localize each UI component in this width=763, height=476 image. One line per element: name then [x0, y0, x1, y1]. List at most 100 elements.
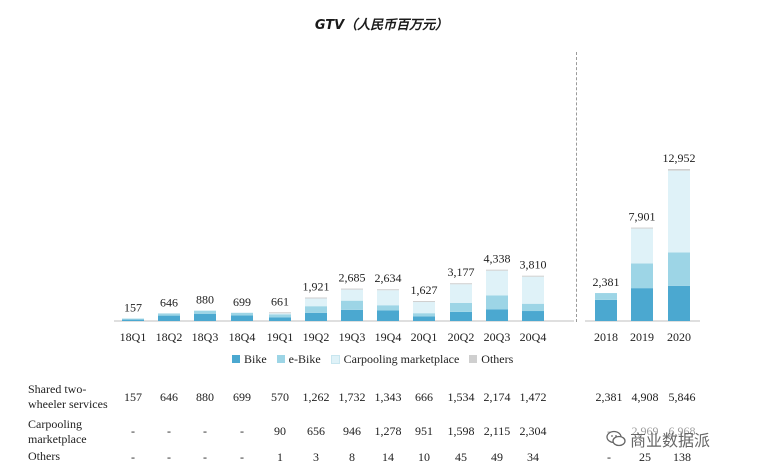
legend-label-ebike: e-Bike — [288, 351, 321, 366]
total-label-19q4: 2,634 — [375, 271, 402, 285]
bar-e-bike-2020 — [668, 252, 690, 286]
legend: Bike e-Bike Carpooling marketplace Other… — [232, 351, 523, 367]
category-label-2018: 2018 — [594, 330, 618, 344]
legend-label-others: Others — [481, 351, 514, 366]
table-cell-r0-2018: 2,381 — [596, 390, 623, 404]
table-cell-r1-20q3: 2,115 — [484, 424, 511, 438]
bar-bike-2018 — [595, 299, 617, 321]
wechat-icon — [606, 430, 626, 447]
table-cell-r2-19q3: 8 — [349, 450, 355, 464]
bar-bike-2019 — [631, 288, 653, 321]
bar-others-19q4 — [377, 289, 399, 291]
table-cell-r1-20q1: 951 — [415, 424, 433, 438]
table-cell-r0-19q3: 1,732 — [339, 390, 366, 404]
legend-swatch-carpooling — [330, 354, 340, 364]
table-cell-r1-20q2: 1,598 — [448, 424, 475, 438]
category-label-20q1: 20Q1 — [411, 330, 438, 344]
total-label-2018: 2,381 — [593, 275, 620, 289]
table-cell-r2-20q1: 10 — [418, 450, 430, 464]
category-label-18q3: 18Q3 — [192, 330, 219, 344]
bar-others-19q2 — [305, 297, 327, 299]
legend-item-others: Others — [469, 352, 513, 367]
bar-carpooling-marketplace-20q3 — [486, 270, 508, 296]
bar-carpooling-marketplace-2020 — [668, 170, 690, 253]
total-label-20q3: 4,338 — [484, 252, 511, 266]
table-cell-r2-2018: - — [607, 450, 611, 464]
bar-e-bike-19q2 — [305, 306, 327, 313]
table-cell-r2-19q2: 3 — [313, 450, 319, 464]
table-cell-r0-18q4: 699 — [233, 390, 251, 404]
table-cell-r2-18q1: - — [131, 450, 135, 464]
bar-e-bike-20q4 — [522, 303, 544, 312]
total-label-18q1: 157 — [124, 301, 142, 315]
bar-others-20q2 — [450, 283, 472, 285]
table-cell-r2-18q2: - — [167, 450, 171, 464]
bar-others-2020 — [668, 169, 690, 171]
table-cell-r1-19q2: 656 — [307, 424, 325, 438]
bar-carpooling-marketplace-19q2 — [305, 298, 327, 307]
bar-e-bike-19q1 — [269, 314, 291, 318]
legend-label-carpooling: Carpooling marketplace — [343, 351, 460, 366]
table-cell-r2-18q4: - — [240, 450, 244, 464]
bar-carpooling-marketplace-2019 — [631, 228, 653, 264]
bar-others-2019 — [631, 227, 653, 229]
bar-e-bike-18q2 — [158, 313, 180, 316]
table-cell-r1-19q3: 946 — [343, 424, 361, 438]
total-label-2020: 12,952 — [663, 151, 696, 165]
legend-item-bike: Bike — [232, 352, 267, 367]
bar-e-bike-18q1 — [122, 318, 144, 320]
table-cell-r2-2020: 138 — [673, 450, 691, 464]
table-cell-r0-19q1: 570 — [271, 390, 289, 404]
table-cell-r1-18q2: - — [167, 424, 171, 438]
category-label-19q4: 19Q4 — [375, 330, 402, 344]
bar-bike-18q1 — [122, 319, 144, 321]
bar-carpooling-marketplace-19q1 — [269, 313, 291, 315]
total-label-18q4: 699 — [233, 295, 251, 309]
bar-e-bike-18q3 — [194, 310, 216, 314]
watermark-text: 商业数据派 — [630, 431, 711, 450]
table-cell-r0-19q4: 1,343 — [375, 390, 402, 404]
table-cell-r2-20q3: 49 — [491, 450, 503, 464]
table-cell-r1-19q4: 1,278 — [375, 424, 402, 438]
bar-carpooling-marketplace-20q2 — [450, 284, 472, 303]
category-label-19q3: 19Q3 — [339, 330, 366, 344]
bar-carpooling-marketplace-20q1 — [413, 302, 435, 314]
table-cell-r0-2019: 4,908 — [632, 390, 659, 404]
table-cell-r2-20q4: 34 — [527, 450, 539, 464]
legend-swatch-ebike — [276, 355, 285, 363]
table-cell-r0-18q3: 880 — [196, 390, 214, 404]
total-label-18q2: 646 — [160, 295, 178, 309]
category-label-18q1: 18Q1 — [120, 330, 147, 344]
category-label-2019: 2019 — [630, 330, 654, 344]
bar-bike-20q4 — [522, 311, 544, 321]
table-cell-r1-18q4: - — [240, 424, 244, 438]
bar-bike-18q3 — [194, 313, 216, 321]
bar-carpooling-marketplace-19q3 — [341, 289, 363, 301]
total-label-20q1: 1,627 — [411, 283, 438, 297]
category-label-19q1: 19Q1 — [267, 330, 294, 344]
table-cell-r0-18q2: 646 — [160, 390, 178, 404]
table-cell-r0-20q3: 2,174 — [484, 390, 511, 404]
category-label-2020: 2020 — [667, 330, 691, 344]
bar-others-19q1 — [269, 312, 291, 314]
legend-item-carpooling: Carpooling marketplace — [330, 351, 460, 367]
total-label-20q4: 3,810 — [520, 258, 547, 272]
bar-others-20q3 — [486, 269, 508, 271]
table-cell-r2-19q4: 14 — [382, 450, 394, 464]
watermark: 商业数据派 — [604, 427, 713, 451]
bar-e-bike-20q3 — [486, 295, 508, 310]
category-label-18q4: 18Q4 — [229, 330, 256, 344]
total-label-19q3: 2,685 — [339, 271, 366, 285]
bar-bike-18q2 — [158, 315, 180, 321]
legend-swatch-others — [469, 355, 478, 363]
table-cell-r2-18q3: - — [203, 450, 207, 464]
bar-others-20q4 — [522, 275, 544, 277]
table-cell-r1-18q1: - — [131, 424, 135, 438]
table-cell-r0-20q4: 1,472 — [520, 390, 547, 404]
category-label-20q3: 20Q3 — [484, 330, 511, 344]
bar-bike-19q3 — [341, 309, 363, 321]
chart-title: GTV（人民币百万元） — [314, 18, 449, 33]
bar-bike-19q2 — [305, 312, 327, 321]
